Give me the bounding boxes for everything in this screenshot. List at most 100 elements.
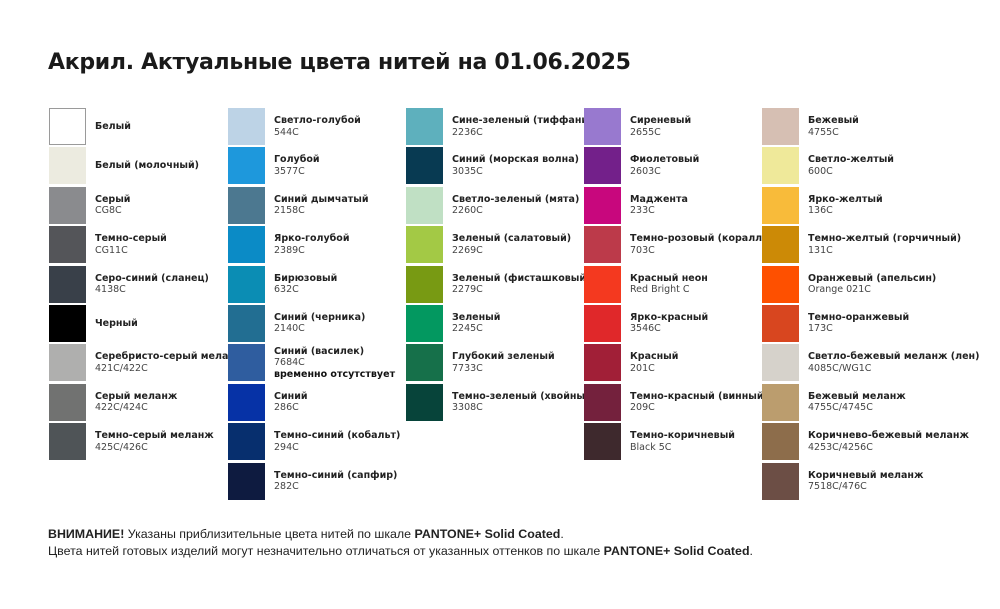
color-swatch (49, 226, 86, 264)
color-name: Маджента (630, 193, 688, 205)
footer-punct: . (749, 543, 753, 558)
color-name: Темно-синий (кобальт) (274, 430, 401, 442)
color-label: Серебристо-серый меланж 421C/422C (95, 344, 244, 381)
color-label: Коричнево-бежевый меланж 4253C/4256C (808, 423, 969, 460)
color-label: Зеленый (фисташковый) 2279C (452, 266, 590, 303)
pantone-code: 282C (274, 481, 299, 493)
pantone-code: 2245C (452, 323, 483, 335)
pantone-code: 7518C/476C (808, 481, 867, 493)
color-label: Зеленый (салатовый) 2269C (452, 226, 571, 263)
color-swatch (762, 304, 799, 342)
pantone-code: Orange 021C (808, 284, 871, 296)
color-name: Темно-зеленый (хвойный) (452, 390, 597, 402)
pantone-code: 632C (274, 284, 299, 296)
color-swatch (762, 186, 799, 224)
color-swatch (49, 344, 86, 382)
color-name: Синий дымчатый (274, 193, 369, 205)
color-name: Серо-синий (сланец) (95, 272, 209, 284)
color-label: Темно-серый меланж 425C/426C (95, 423, 214, 460)
color-label: Голубой 3577C (274, 147, 320, 184)
color-name: Темно-розовый (коралл) (630, 233, 767, 245)
pantone-scale: PANTONE+ Solid Coated (414, 527, 561, 541)
color-name: Белый (молочный) (95, 160, 199, 172)
color-swatch (762, 147, 799, 185)
pantone-code: Black 5C (630, 441, 672, 453)
color-label: Синий дымчатый 2158C (274, 187, 369, 224)
color-label: Темно-красный (винный) 209C (630, 384, 768, 421)
color-label: Сине-зеленый (тиффани) 2236C (452, 108, 592, 145)
color-label: Бирюзовый 632C (274, 266, 337, 303)
color-name: Ярко-красный (630, 311, 709, 323)
color-swatch (762, 108, 799, 145)
pantone-code: 233C (630, 205, 655, 217)
color-name: Серебристо-серый меланж (95, 351, 245, 363)
color-swatch (584, 344, 621, 382)
pantone-code: 3035C (452, 165, 483, 177)
color-name: Сине-зеленый (тиффани) (452, 115, 593, 126)
color-label: Синий (морская волна) 3035C (452, 147, 579, 184)
color-swatch (762, 265, 799, 303)
color-swatch (228, 147, 265, 185)
color-name: Зеленый (салатовый) (452, 233, 572, 245)
pantone-code: 544C (274, 126, 299, 138)
color-name: Серый меланж (95, 390, 178, 402)
color-name: Светло-голубой (274, 115, 361, 126)
color-swatch (406, 226, 443, 264)
color-swatch (584, 304, 621, 342)
color-swatch (228, 462, 265, 500)
color-label: Белый (молочный) (95, 147, 199, 184)
color-swatch (584, 186, 621, 224)
color-swatch (584, 226, 621, 264)
color-name: Бирюзовый (274, 272, 338, 284)
pantone-code: 3546C (630, 323, 661, 335)
pantone-code: CG8C (95, 205, 122, 217)
pantone-code: 2140C (274, 323, 305, 335)
pantone-code: 136C (808, 205, 833, 217)
color-label: Темно-синий (кобальт) 294C (274, 423, 400, 460)
color-swatch (228, 186, 265, 224)
pantone-code: 703C (630, 244, 655, 256)
color-label: Светло-желтый 600C (808, 147, 894, 184)
pantone-code: 201C (630, 362, 655, 374)
color-label: Глубокий зеленый 7733C (452, 344, 555, 381)
color-name: Черный (95, 317, 138, 329)
color-label: Темно-синий (сапфир) 282C (274, 463, 397, 500)
color-swatch (49, 383, 86, 421)
color-swatch (584, 383, 621, 421)
color-name: Белый (95, 120, 131, 132)
color-swatch (762, 344, 799, 382)
pantone-code: 7684C (274, 357, 305, 369)
pantone-code: 2236C (452, 126, 483, 138)
color-name: Темно-серый (95, 233, 167, 245)
pantone-code: 425C/426C (95, 441, 148, 453)
color-name: Синий (василек) (274, 345, 365, 357)
footer-text: Указаны приблизительные цвета нитей по ш… (124, 527, 415, 541)
pantone-code: 4755C (808, 126, 839, 138)
color-name: Красный неон (630, 272, 708, 284)
color-swatch (762, 462, 799, 500)
color-name: Синий (морская волна) (452, 154, 579, 166)
color-name: Светло-желтый (808, 154, 894, 166)
color-label: Бежевый меланж 4755C/4745C (808, 384, 906, 421)
color-swatch (406, 147, 443, 185)
color-label: Темно-коричневый Black 5C (630, 423, 735, 460)
color-label: Светло-бежевый меланж (лен) 4085C/WG1C (808, 344, 979, 381)
color-label: Сиреневый 2655C (630, 108, 691, 145)
color-swatch (49, 265, 86, 303)
color-swatch (406, 186, 443, 224)
color-label: Ярко-желтый 136C (808, 187, 883, 224)
color-name: Светло-зеленый (мята) (452, 193, 580, 205)
color-name: Сиреневый (630, 115, 692, 126)
pantone-code: 2260C (452, 205, 483, 217)
pantone-code: 2279C (452, 284, 483, 296)
pantone-code: 294C (274, 441, 299, 453)
color-label: Фиолетовый 2603C (630, 147, 699, 184)
color-name: Ярко-желтый (808, 193, 883, 205)
color-name: Бежевый (808, 115, 859, 126)
pantone-code: 7733C (452, 362, 483, 374)
pantone-code: 2603C (630, 165, 661, 177)
pantone-code: 2655C (630, 126, 661, 138)
availability-note: временно отсутствует (274, 368, 396, 380)
color-name: Темно-оранжевый (808, 311, 910, 323)
color-label: Бежевый 4755C (808, 108, 859, 145)
